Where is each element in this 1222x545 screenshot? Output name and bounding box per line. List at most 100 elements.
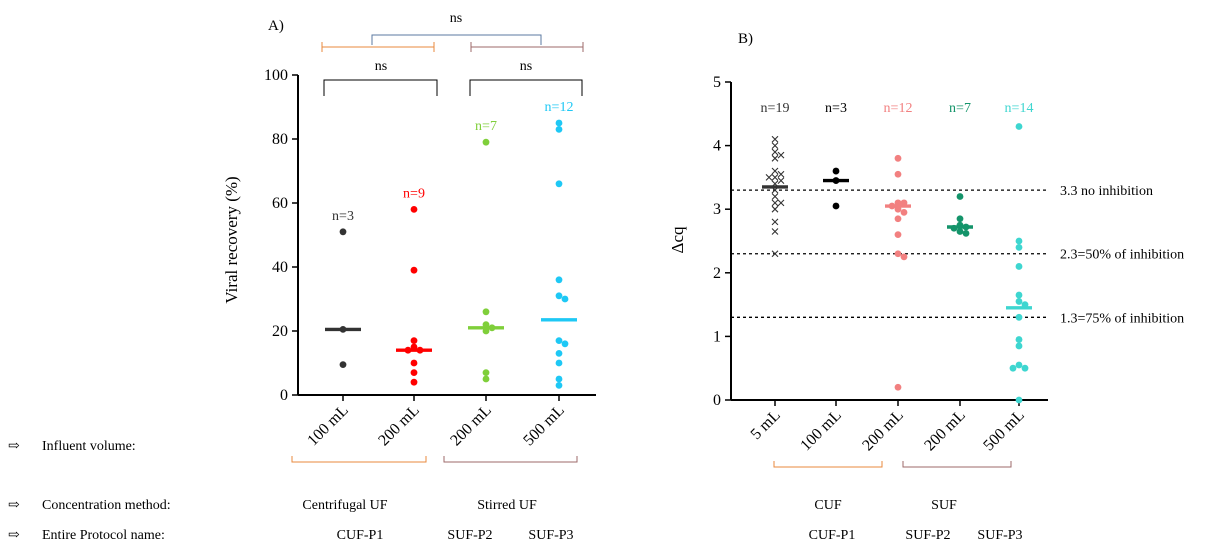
data-point <box>1015 298 1023 305</box>
group-bar-suf <box>470 42 584 52</box>
data-point <box>482 308 490 316</box>
data-point-x <box>771 174 779 181</box>
data-point-x <box>777 151 785 159</box>
x-tick-label: 200 mL <box>375 402 423 450</box>
y-tick-label: 100 <box>264 67 288 84</box>
panel-b-method-cuf: CUF <box>814 498 841 513</box>
data-point <box>555 350 563 357</box>
data-point <box>410 378 418 386</box>
panel-b-label: B) <box>738 31 753 47</box>
data-point-x <box>771 167 779 175</box>
n-label: n=12 <box>884 101 913 116</box>
data-point <box>900 208 908 216</box>
data-point <box>410 369 418 376</box>
data-point <box>1009 364 1017 372</box>
n-label: n=3 <box>825 101 847 116</box>
data-point-x <box>771 154 779 162</box>
data-point <box>555 119 563 127</box>
reference-line-label: 1.3=75% of inhibition <box>1060 311 1184 326</box>
data-point <box>555 125 563 133</box>
data-point <box>555 180 563 188</box>
n-label: n=12 <box>545 100 574 115</box>
panel-a-method-stirred: Stirred UF <box>477 498 537 513</box>
y-tick-label: 3 <box>713 201 721 218</box>
data-point <box>1015 336 1023 343</box>
data-point <box>555 276 563 284</box>
x-tick-label: 5 mL <box>748 407 784 443</box>
data-point <box>1015 263 1023 270</box>
ns-label-cuf: ns <box>375 59 387 74</box>
arrow-icon: ⇨ <box>8 498 20 513</box>
panel-a-plot: 0 20 40 60 80 100 100 mL 200 mL 200 mL 500 mL n=3 n… <box>264 34 596 463</box>
data-point <box>956 193 964 200</box>
concentration-method-label: Concentration method: <box>42 498 171 513</box>
data-point <box>894 383 902 391</box>
row-labels: ⇨ Influent volume: ⇨ Concentration metho… <box>8 439 171 543</box>
panel-a-protocol-2: SUF-P2 <box>447 528 492 543</box>
data-point <box>555 359 563 367</box>
data-point-x <box>771 205 779 213</box>
y-tick-label: 80 <box>272 131 288 148</box>
panel-b-protocol-1: CUF-P1 <box>809 528 856 543</box>
n-label: n=19 <box>761 101 790 116</box>
data-point <box>956 215 964 223</box>
influent-volume-label: Influent volume: <box>42 439 136 454</box>
significance-bracket-suf <box>469 79 583 96</box>
data-point <box>555 337 563 344</box>
arrow-icon: ⇨ <box>8 439 20 454</box>
n-label: n=3 <box>332 209 354 224</box>
data-point-x <box>777 199 785 207</box>
data-point <box>1015 361 1023 369</box>
protocol-name-label: Entire Protocol name: <box>42 528 165 543</box>
data-point <box>339 228 347 236</box>
data-point <box>410 359 418 367</box>
data-point <box>555 375 563 383</box>
x-tick-label: 100 mL <box>304 402 352 450</box>
panel-a-protocol-3: SUF-P3 <box>528 528 573 543</box>
y-tick-label: 40 <box>272 259 288 276</box>
y-tick-label: 20 <box>272 323 288 340</box>
data-point <box>1015 291 1023 299</box>
underaxis-bracket-cuf-b <box>773 461 883 468</box>
data-point <box>555 382 563 389</box>
data-point-x <box>771 135 779 143</box>
data-point <box>1015 243 1023 251</box>
data-point <box>561 295 569 303</box>
data-point <box>832 202 840 210</box>
panel-a-protocol-1: CUF-P1 <box>337 528 384 543</box>
data-point <box>894 215 902 223</box>
x-tick-label: 200 mL <box>447 402 495 450</box>
data-point <box>962 229 970 237</box>
data-point-x <box>777 177 785 184</box>
ns-label-top: ns <box>450 11 462 26</box>
data-point-x <box>771 193 779 200</box>
data-point-x <box>765 174 773 181</box>
data-point <box>956 228 964 235</box>
n-label: n=7 <box>949 101 971 116</box>
n-label: n=14 <box>1005 101 1034 116</box>
panel-b-method-suf: SUF <box>931 498 957 513</box>
data-point <box>1021 364 1029 372</box>
data-point <box>482 138 490 146</box>
data-point <box>1015 123 1023 130</box>
panel-a-ylabel: Viral recovery (%) <box>222 176 241 303</box>
data-point <box>894 154 902 162</box>
data-point <box>894 231 902 239</box>
data-point-x <box>771 250 779 258</box>
data-point <box>832 167 840 175</box>
underaxis-bracket-suf <box>443 456 578 463</box>
x-tick-label: 100 mL <box>797 407 845 455</box>
x-tick-label: 200 mL <box>921 407 969 455</box>
panel-a-label: A) <box>268 18 284 34</box>
data-point <box>555 292 563 300</box>
significance-bracket-cuf <box>323 79 438 96</box>
underaxis-bracket-cuf <box>291 456 427 463</box>
data-point <box>894 170 902 178</box>
group-bar-cuf <box>321 42 435 52</box>
reference-line-label: 3.3 no inhibition <box>1060 184 1153 199</box>
x-tick-label: 500 mL <box>520 402 568 450</box>
data-point <box>482 369 490 376</box>
y-tick-label: 2 <box>713 265 721 282</box>
data-point-x <box>771 142 779 149</box>
data-point-x <box>777 170 785 178</box>
